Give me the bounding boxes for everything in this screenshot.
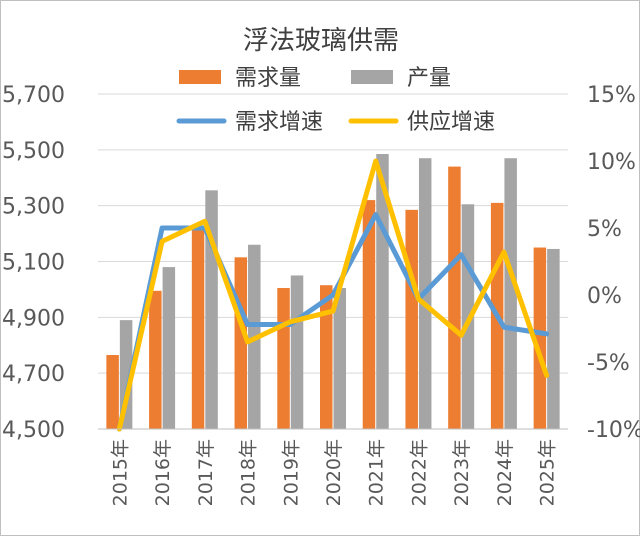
bar-产量 — [504, 158, 517, 430]
bar-产量 — [162, 267, 176, 429]
bar-需求量 — [320, 285, 333, 429]
bar-需求量 — [106, 355, 119, 429]
bar-产量 — [547, 248, 560, 429]
right-tick-label: 0% — [587, 284, 622, 309]
right-tick-label: 5% — [587, 217, 622, 242]
left-tick-label: 4,900 — [2, 306, 65, 331]
x-tick-label: 2021年 — [366, 439, 388, 506]
x-axis: 2015年 2016年 2017年 2018年 2019年 2020年 2021年 2022年… — [98, 428, 568, 506]
bar-需求量 — [277, 288, 290, 429]
right-tick-label: -10% — [587, 418, 640, 443]
line-series — [116, 158, 550, 432]
legend-label-需求量: 需求量 — [235, 66, 301, 91]
x-tick-label: 2018年 — [238, 439, 260, 506]
line-需求增速 — [116, 212, 550, 432]
bar-产量 — [290, 275, 304, 429]
x-tick-label: 2022年 — [408, 439, 430, 506]
gridlines — [98, 93, 568, 430]
left-axis: 4,500 4,700 4,900 5,100 5,300 5,500 5,700 — [2, 83, 65, 443]
x-tick-label: 2024年 — [494, 439, 516, 506]
right-tick-label: 15% — [587, 83, 636, 108]
bar-需求量 — [234, 257, 248, 429]
legend-label-需求增速: 需求增速 — [235, 110, 323, 135]
bar-需求量 — [191, 226, 205, 429]
right-tick-label: -5% — [587, 351, 630, 376]
x-tick-label: 2019年 — [280, 439, 302, 506]
x-tick-label: 2020年 — [323, 439, 345, 506]
legend-label-供应增速: 供应增速 — [407, 110, 495, 135]
right-axis: -10% -5% 0% 5% 10% 15% — [587, 83, 640, 443]
bar-需求量 — [362, 200, 376, 429]
left-tick-label: 5,500 — [2, 139, 65, 164]
chart-title: 浮法玻璃供需 — [243, 26, 399, 56]
bar-产量 — [333, 288, 346, 429]
bar-需求量 — [533, 247, 547, 429]
legend-swatch-产量 — [351, 70, 393, 84]
x-tick-label: 2025年 — [537, 439, 559, 506]
bar-需求量 — [405, 209, 418, 429]
x-tick-label: 2016年 — [152, 439, 174, 506]
bar-需求量 — [448, 166, 461, 430]
legend-swatch-需求量 — [179, 70, 221, 84]
x-tick-label: 2023年 — [451, 439, 473, 506]
left-tick-label: 4,700 — [2, 362, 65, 387]
left-tick-label: 5,100 — [2, 251, 65, 276]
legend-label-产量: 产量 — [407, 66, 451, 91]
line-供应增速 — [116, 158, 550, 432]
x-tick-label: 2015年 — [109, 439, 131, 506]
left-tick-label: 4,500 — [2, 418, 65, 443]
bar-需求量 — [149, 290, 162, 429]
right-tick-label: 10% — [587, 150, 636, 175]
left-tick-label: 5,300 — [2, 195, 65, 220]
x-tick-label: 2017年 — [195, 439, 217, 506]
left-tick-label: 5,700 — [2, 83, 65, 108]
